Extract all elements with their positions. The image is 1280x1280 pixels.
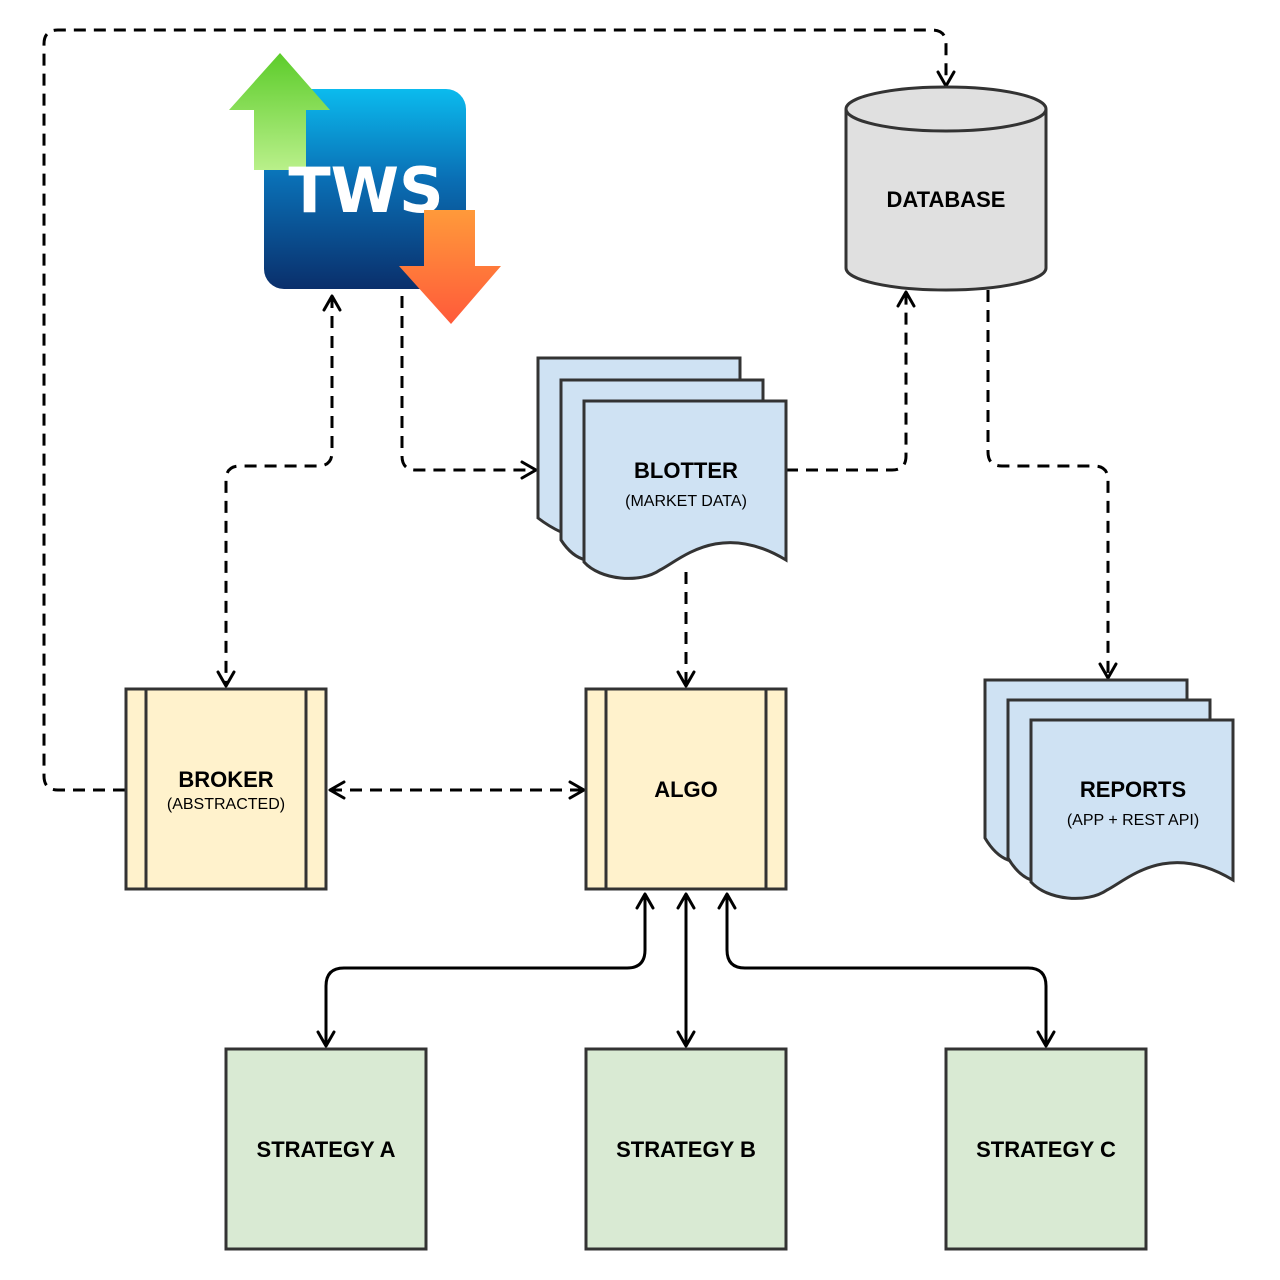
arrowhead-algo-bottom-b xyxy=(676,892,696,910)
blotter-sublabel: (MARKET DATA) xyxy=(625,493,747,510)
database-body xyxy=(844,109,1048,292)
edge-database-reports xyxy=(986,290,1110,678)
arrowhead-strategy-b-top xyxy=(676,1030,696,1048)
strategy-c-box xyxy=(944,1047,1148,1251)
edge-algo-strategy-a xyxy=(324,894,647,1046)
arrow-up-icon xyxy=(229,53,330,170)
arrowhead-algo-left xyxy=(568,780,586,800)
tws-label: TWS xyxy=(288,154,443,227)
edge-algo-strategy-c xyxy=(725,894,1048,1046)
strategy-a-node[interactable]: STRATEGY A xyxy=(224,1047,428,1251)
database-node[interactable]: DATABASE xyxy=(844,85,1048,292)
arrowhead-broker-top xyxy=(216,670,236,688)
edge-tws-broker xyxy=(224,296,334,686)
strategy-b-box xyxy=(584,1047,788,1251)
arrowhead-blotter-left xyxy=(520,460,538,480)
arrowhead-database-bottom xyxy=(896,290,916,308)
algo-box xyxy=(584,687,788,891)
broker-sublabel: (ABSTRACTED) xyxy=(167,796,285,813)
broker-box xyxy=(124,687,328,891)
arrowhead-algo-bottom-a xyxy=(635,892,655,910)
strategy-c-label: STRATEGY C xyxy=(976,1137,1116,1162)
strategy-b-label: STRATEGY B xyxy=(616,1137,756,1162)
blotter-doc-front xyxy=(582,399,788,580)
arrowhead-broker-right xyxy=(328,780,346,800)
tws-logo-tile xyxy=(264,89,466,289)
database-label: DATABASE xyxy=(887,187,1006,212)
blotter-node[interactable]: BLOTTER (MARKET DATA) xyxy=(536,356,788,580)
strategy-a-box xyxy=(224,1047,428,1251)
tws-node[interactable]: TWS xyxy=(229,53,501,324)
strategy-b-node[interactable]: STRATEGY B xyxy=(584,1047,788,1251)
strategy-a-label: STRATEGY A xyxy=(257,1137,396,1162)
database-top xyxy=(844,85,1048,133)
arrowhead-reports-top xyxy=(1098,662,1118,680)
edge-broker-database xyxy=(42,28,948,792)
reports-doc-front xyxy=(1029,718,1235,900)
arrowhead-tws-bottom xyxy=(322,294,342,312)
arrowhead-strategy-a-top xyxy=(316,1030,336,1048)
arrow-down-icon xyxy=(399,210,501,324)
arrowhead-strategy-c-top xyxy=(1036,1030,1056,1048)
edge-tws-blotter xyxy=(400,296,536,472)
reports-sublabel: (APP + REST API) xyxy=(1067,812,1199,829)
strategy-c-node[interactable]: STRATEGY C xyxy=(944,1047,1148,1251)
reports-node[interactable]: REPORTS (APP + REST API) xyxy=(983,678,1235,900)
broker-label: BROKER xyxy=(178,767,273,792)
reports-label: REPORTS xyxy=(1080,777,1186,802)
algo-node[interactable]: ALGO xyxy=(584,687,788,891)
edge-blotter-database xyxy=(786,292,908,472)
arrowhead-algo-bottom-c xyxy=(717,892,737,910)
blotter-label: BLOTTER xyxy=(634,458,738,483)
broker-node[interactable]: BROKER (ABSTRACTED) xyxy=(124,687,328,891)
arrowhead-algo-top xyxy=(676,670,696,688)
algo-label: ALGO xyxy=(654,777,718,802)
